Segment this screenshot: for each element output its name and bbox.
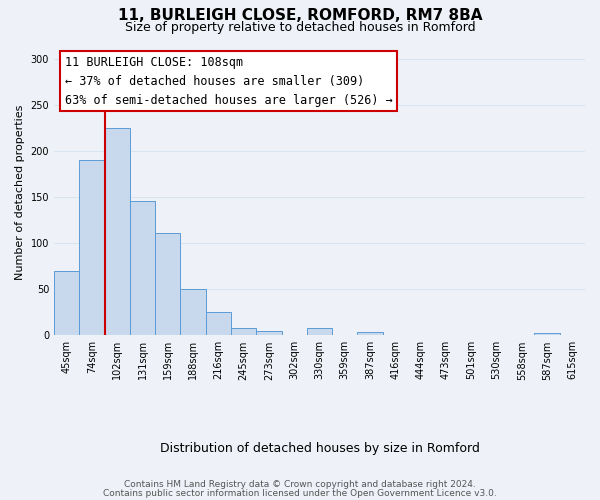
Bar <box>256 330 281 336</box>
Bar <box>181 290 206 336</box>
Text: Size of property relative to detached houses in Romford: Size of property relative to detached ho… <box>125 21 475 34</box>
Y-axis label: Number of detached properties: Number of detached properties <box>15 105 25 281</box>
Bar <box>54 271 79 336</box>
Bar <box>206 312 231 336</box>
Text: Contains HM Land Registry data © Crown copyright and database right 2024.: Contains HM Land Registry data © Crown c… <box>124 480 476 489</box>
Bar <box>155 233 181 336</box>
Bar <box>79 160 104 336</box>
Bar <box>535 334 560 336</box>
Bar <box>130 201 155 336</box>
Text: 11, BURLEIGH CLOSE, ROMFORD, RM7 8BA: 11, BURLEIGH CLOSE, ROMFORD, RM7 8BA <box>118 8 482 22</box>
Text: 11 BURLEIGH CLOSE: 108sqm
← 37% of detached houses are smaller (309)
63% of semi: 11 BURLEIGH CLOSE: 108sqm ← 37% of detac… <box>65 56 392 106</box>
X-axis label: Distribution of detached houses by size in Romford: Distribution of detached houses by size … <box>160 442 479 455</box>
Bar <box>231 328 256 336</box>
Bar <box>307 328 332 336</box>
Bar <box>104 128 130 336</box>
Text: Contains public sector information licensed under the Open Government Licence v3: Contains public sector information licen… <box>103 488 497 498</box>
Bar <box>358 332 383 336</box>
